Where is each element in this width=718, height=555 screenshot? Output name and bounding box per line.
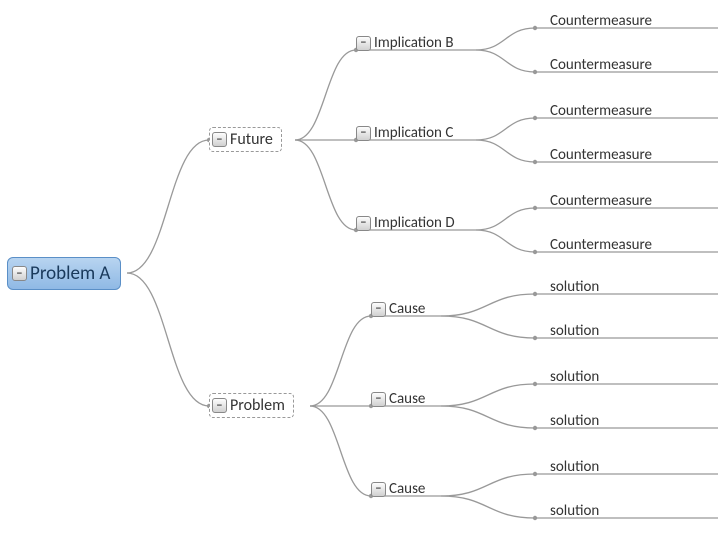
mid-label: Implication B <box>374 34 454 52</box>
leaf-label: solution <box>550 412 599 430</box>
leaf-node[interactable]: solution <box>550 322 599 340</box>
branch-label: Problem <box>230 396 285 415</box>
leaf-node[interactable]: solution <box>550 502 599 520</box>
leaf-label: solution <box>550 458 599 476</box>
root-node[interactable]: −Problem A <box>7 257 121 290</box>
root-label: Problem A <box>30 262 110 285</box>
leaf-label: Countermeasure <box>550 146 652 164</box>
collapse-toggle-icon[interactable]: − <box>212 132 227 147</box>
leaf-node[interactable]: Countermeasure <box>550 102 652 120</box>
leaf-node[interactable]: Countermeasure <box>550 12 652 30</box>
leaf-node[interactable]: Countermeasure <box>550 56 652 74</box>
mid-label: Cause <box>389 480 425 498</box>
collapse-toggle-icon[interactable]: − <box>356 126 371 141</box>
mid-node[interactable]: −Implication C <box>356 124 453 142</box>
leaf-node[interactable]: Countermeasure <box>550 192 652 210</box>
leaf-node[interactable]: Countermeasure <box>550 146 652 164</box>
leaf-label: Countermeasure <box>550 236 652 254</box>
collapse-toggle-icon[interactable]: − <box>212 398 227 413</box>
leaf-node[interactable]: solution <box>550 412 599 430</box>
leaf-node[interactable]: Countermeasure <box>550 236 652 254</box>
mid-label: Cause <box>389 300 425 318</box>
leaf-label: Countermeasure <box>550 56 652 74</box>
leaf-node[interactable]: solution <box>550 278 599 296</box>
leaf-label: Countermeasure <box>550 192 652 210</box>
branch-node[interactable]: −Future <box>209 127 282 152</box>
mid-label: Implication D <box>374 214 455 232</box>
leaf-node[interactable]: solution <box>550 368 599 386</box>
collapse-toggle-icon[interactable]: − <box>356 36 371 51</box>
mid-label: Implication C <box>374 124 453 142</box>
leaf-label: solution <box>550 502 599 520</box>
leaf-label: solution <box>550 368 599 386</box>
leaf-label: Countermeasure <box>550 102 652 120</box>
collapse-toggle-icon[interactable]: − <box>356 216 371 231</box>
mid-label: Cause <box>389 390 425 408</box>
mid-node[interactable]: −Implication D <box>356 214 455 232</box>
collapse-toggle-icon[interactable]: − <box>371 482 386 497</box>
collapse-toggle-icon[interactable]: − <box>12 266 27 281</box>
mid-node[interactable]: −Cause <box>371 390 425 408</box>
collapse-toggle-icon[interactable]: − <box>371 302 386 317</box>
mid-node[interactable]: −Cause <box>371 300 425 318</box>
branch-node[interactable]: −Problem <box>209 393 294 418</box>
collapse-toggle-icon[interactable]: − <box>371 392 386 407</box>
leaf-node[interactable]: solution <box>550 458 599 476</box>
mid-node[interactable]: −Cause <box>371 480 425 498</box>
leaf-label: solution <box>550 278 599 296</box>
mid-node[interactable]: −Implication B <box>356 34 454 52</box>
branch-label: Future <box>230 130 273 149</box>
leaf-label: solution <box>550 322 599 340</box>
leaf-label: Countermeasure <box>550 12 652 30</box>
